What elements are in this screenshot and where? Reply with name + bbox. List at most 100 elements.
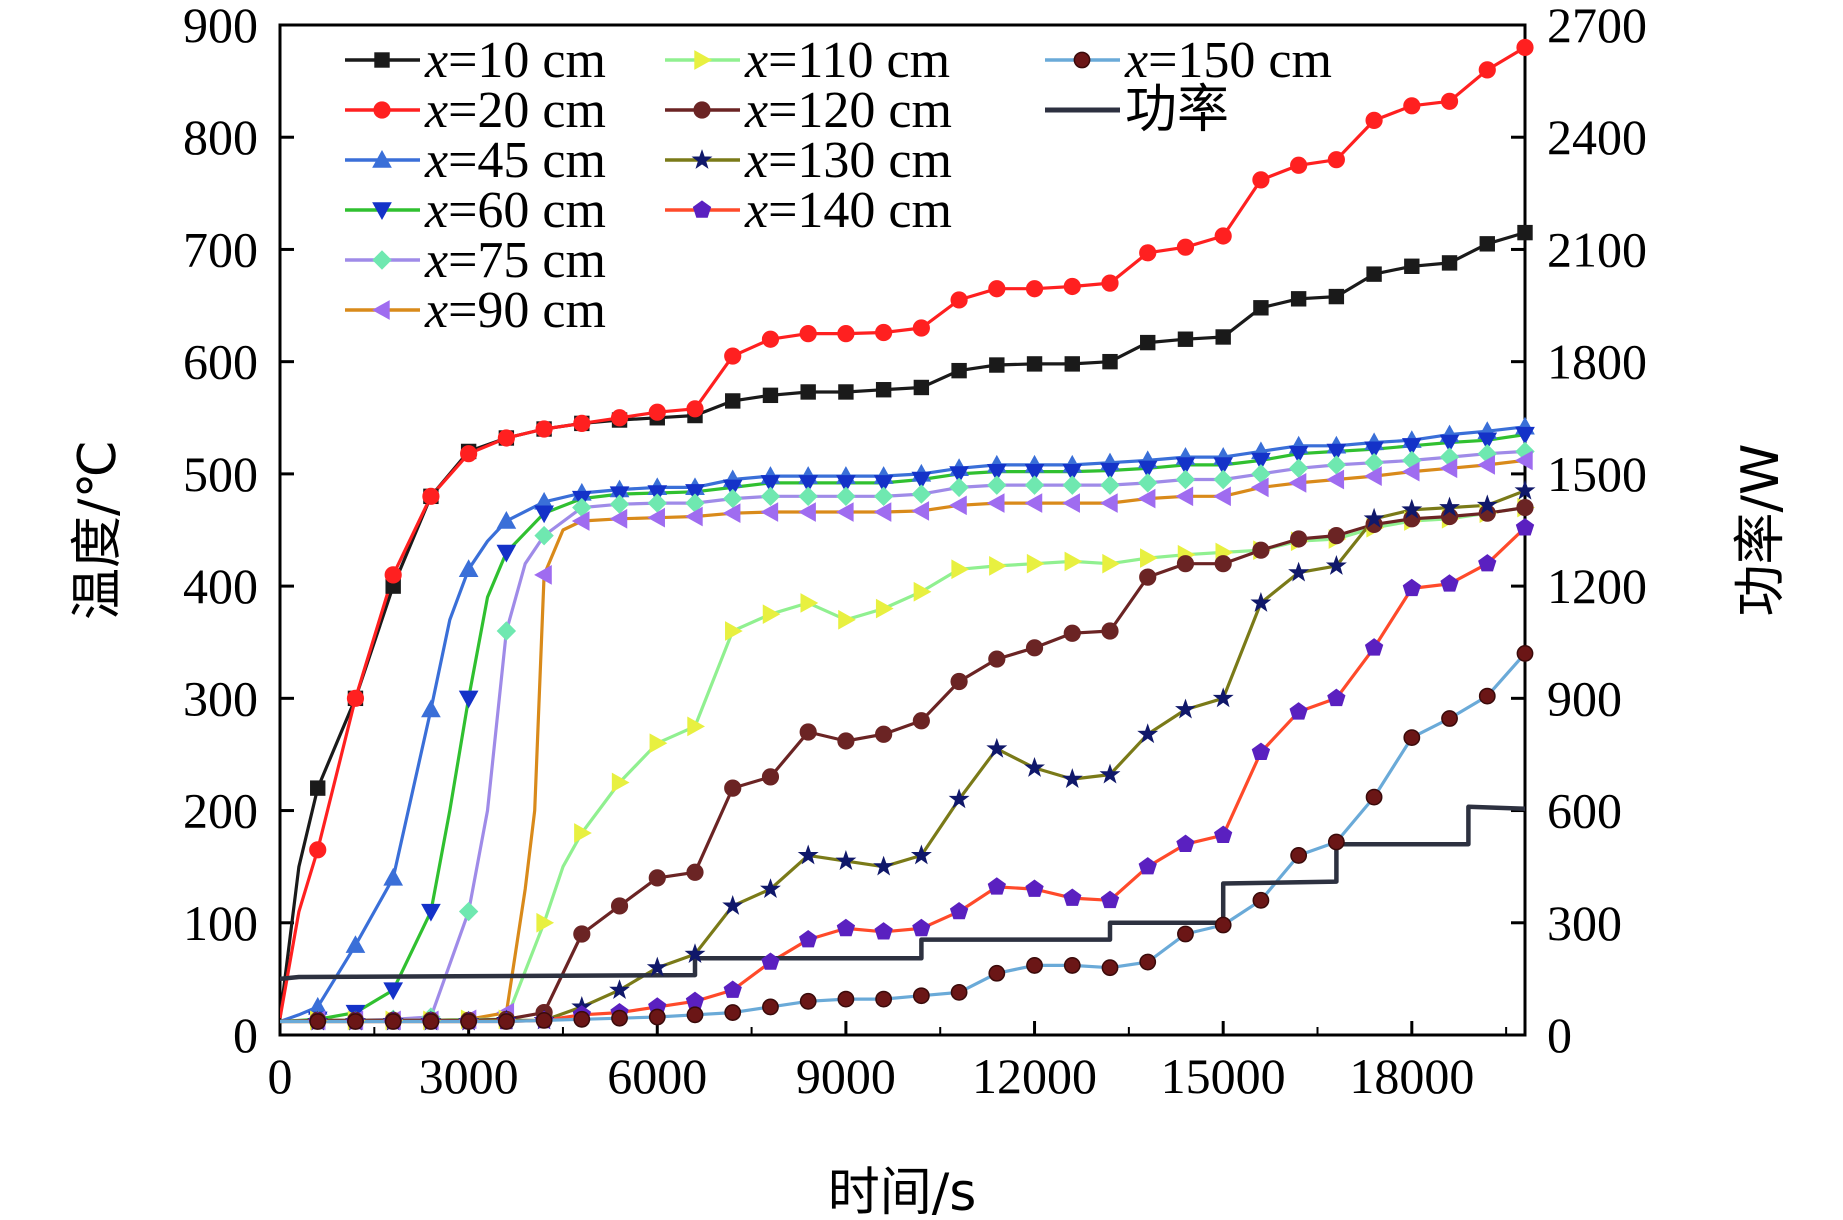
data-point-9	[761, 952, 780, 970]
data-point-6	[989, 556, 1007, 576]
data-point-10	[384, 1013, 402, 1030]
series-markers	[307, 38, 1536, 1031]
x-tick-label: 0	[268, 1048, 293, 1104]
data-point-4	[1175, 469, 1196, 490]
data-point-5	[949, 495, 967, 516]
data-point-2	[345, 935, 366, 953]
left-y-tick-label: 0	[233, 1007, 258, 1063]
data-point-10	[1252, 891, 1270, 909]
data-point-3	[383, 982, 404, 1001]
data-point-3	[1251, 452, 1271, 471]
data-point-1	[422, 487, 440, 505]
data-point-8	[1137, 723, 1159, 744]
data-point-1	[988, 280, 1006, 298]
data-point-9	[987, 877, 1006, 895]
data-point-6	[725, 621, 743, 641]
series-line-5	[280, 458, 1525, 1024]
data-point-0	[1102, 353, 1118, 370]
data-point-9	[1138, 857, 1157, 875]
data-point-0	[762, 387, 779, 404]
data-point-5	[873, 502, 892, 522]
data-point-5	[798, 502, 816, 522]
legend-label-value: =150 cm	[1148, 32, 1332, 89]
right-y-tick-label: 1500	[1547, 446, 1647, 502]
legend-label-variable: x	[424, 182, 448, 239]
x-axis-title: 时间/s	[828, 1163, 977, 1220]
legend-swatch-marker	[692, 200, 712, 218]
data-point-5	[1288, 473, 1307, 493]
data-point-3	[1137, 460, 1158, 479]
series-line-10	[280, 652, 1525, 1024]
left-y-tick-label: 200	[183, 783, 258, 839]
data-point-5	[609, 508, 628, 529]
data-point-10	[347, 1013, 364, 1030]
data-point-9	[1025, 879, 1044, 897]
legend-swatch-marker	[372, 202, 392, 221]
data-point-9	[1289, 702, 1308, 720]
legend-swatch-marker	[691, 149, 713, 169]
data-point-6	[838, 609, 856, 630]
x-tick-label: 9000	[796, 1048, 896, 1104]
data-point-7	[837, 732, 855, 750]
data-point-10	[460, 1013, 478, 1030]
data-point-7	[1252, 541, 1270, 559]
legend-label-value: =60 cm	[448, 182, 606, 239]
data-point-6	[913, 581, 932, 602]
data-point-10	[1516, 645, 1534, 662]
data-point-1	[837, 325, 855, 343]
data-point-7	[912, 712, 930, 730]
data-point-5	[1099, 493, 1118, 513]
data-point-3	[1100, 462, 1120, 481]
data-point-8	[1288, 561, 1310, 582]
data-point-10	[1403, 729, 1421, 747]
data-point-0	[1479, 236, 1495, 252]
data-point-4	[609, 494, 630, 514]
data-point-4	[1024, 475, 1045, 495]
data-point-5	[684, 506, 703, 527]
left-y-axis-title: 温度/℃	[68, 440, 128, 620]
data-point-0	[989, 357, 1005, 373]
legend-label: 功率	[1125, 82, 1229, 139]
data-point-3	[1326, 443, 1347, 462]
data-point-10	[611, 1009, 628, 1027]
data-point-1	[1516, 38, 1534, 57]
right-y-tick-label: 0	[1547, 1007, 1572, 1063]
data-point-1	[1327, 151, 1345, 169]
data-point-1	[309, 841, 327, 859]
data-point-8	[1363, 507, 1385, 528]
data-point-2	[421, 699, 441, 718]
data-point-10	[950, 983, 968, 1001]
data-point-0	[1177, 331, 1194, 347]
data-point-8	[684, 943, 706, 964]
data-point-9	[685, 991, 705, 1010]
data-point-5	[760, 502, 779, 522]
data-point-1	[610, 409, 629, 427]
data-point-10	[686, 1006, 704, 1024]
data-point-3	[1175, 457, 1196, 475]
left-y-tick-label: 700	[183, 221, 258, 277]
data-point-1	[1101, 274, 1119, 292]
legend-label-value: =10 cm	[448, 32, 606, 89]
data-point-5	[1137, 488, 1156, 509]
data-point-4	[911, 484, 932, 504]
legend-label: x=120 cm	[744, 82, 952, 139]
data-point-1	[1214, 227, 1232, 245]
data-point-7	[1139, 568, 1157, 586]
series-line-7	[280, 506, 1525, 1024]
data-point-6	[800, 593, 819, 613]
data-point-3	[496, 544, 517, 563]
data-point-10	[1026, 957, 1043, 974]
data-point-6	[762, 604, 781, 625]
left-y-tick-label: 600	[183, 334, 258, 390]
legend-label: x=20 cm	[424, 82, 606, 139]
data-point-1	[1365, 111, 1383, 129]
data-point-0	[1441, 255, 1458, 271]
data-point-4	[1138, 473, 1158, 493]
data-point-6	[1102, 553, 1121, 574]
data-point-1	[1290, 156, 1308, 174]
data-point-5	[1250, 477, 1269, 498]
data-point-7	[761, 768, 780, 786]
data-point-8	[986, 737, 1008, 758]
data-point-0	[1328, 288, 1345, 305]
data-point-8	[1061, 768, 1083, 789]
